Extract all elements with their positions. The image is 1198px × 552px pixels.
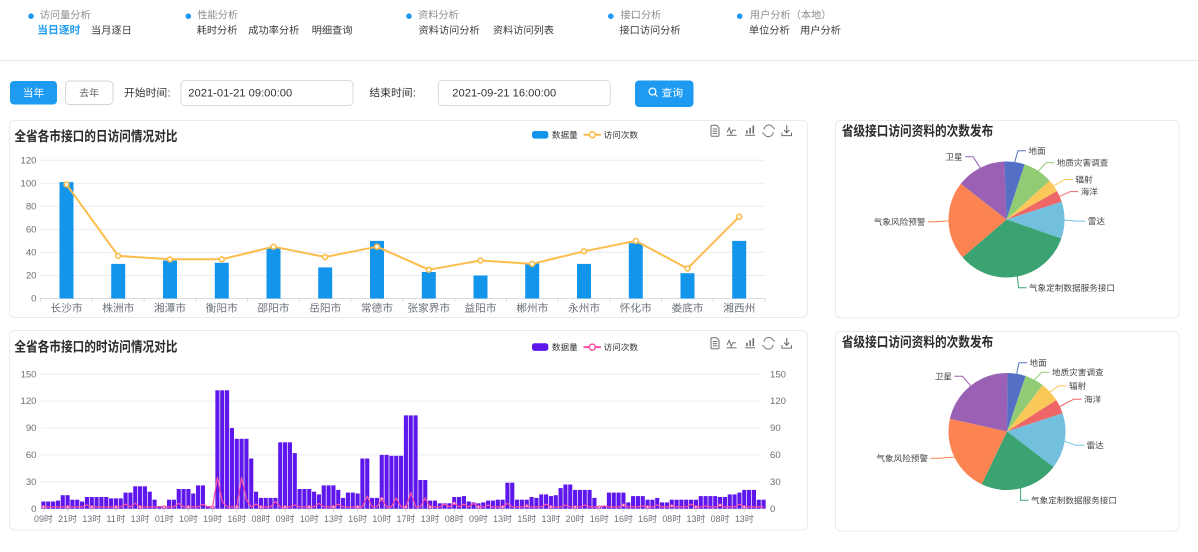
svg-text:90: 90 xyxy=(26,423,37,434)
svg-text:80: 80 xyxy=(26,201,37,212)
svg-text:120: 120 xyxy=(20,155,36,166)
svg-text:11: 11 xyxy=(107,514,116,524)
svg-text:08: 08 xyxy=(662,514,672,524)
svg-text:16: 16 xyxy=(590,514,600,524)
svg-text:150: 150 xyxy=(20,369,36,380)
svg-text:13: 13 xyxy=(493,514,503,524)
svg-text:2021-01-21 09:00:00: 2021-01-21 09:00:00 xyxy=(188,88,292,100)
svg-text:13: 13 xyxy=(421,514,431,524)
svg-text:15: 15 xyxy=(517,514,527,524)
svg-text:150: 150 xyxy=(770,369,786,380)
svg-text:60: 60 xyxy=(770,450,781,461)
svg-text:13: 13 xyxy=(82,514,92,524)
svg-text:08: 08 xyxy=(445,514,455,524)
svg-text:19: 19 xyxy=(203,514,213,524)
svg-text:08: 08 xyxy=(252,514,262,524)
svg-text:09: 09 xyxy=(469,514,479,524)
svg-text:16: 16 xyxy=(638,514,648,524)
svg-text:120: 120 xyxy=(20,396,36,407)
svg-text:09: 09 xyxy=(34,514,44,524)
svg-text:13: 13 xyxy=(542,514,552,524)
svg-text:13: 13 xyxy=(687,514,697,524)
svg-text:20: 20 xyxy=(566,514,576,524)
svg-text:60: 60 xyxy=(26,224,37,235)
svg-text:13: 13 xyxy=(324,514,334,524)
svg-text:40: 40 xyxy=(26,248,37,259)
svg-text:13: 13 xyxy=(131,514,141,524)
svg-text:100: 100 xyxy=(20,178,36,189)
svg-text:17: 17 xyxy=(397,514,407,524)
svg-text:09: 09 xyxy=(276,514,286,524)
svg-text:20: 20 xyxy=(26,271,37,282)
svg-text:13: 13 xyxy=(735,514,745,524)
svg-text:16: 16 xyxy=(227,514,237,524)
svg-text::: : xyxy=(413,88,416,100)
svg-text:16: 16 xyxy=(348,514,358,524)
svg-text:21: 21 xyxy=(58,514,68,524)
svg-text:30: 30 xyxy=(26,477,37,488)
svg-text:60: 60 xyxy=(26,450,37,461)
svg-text:10: 10 xyxy=(372,514,382,524)
svg-text:0: 0 xyxy=(770,504,775,515)
svg-text:10: 10 xyxy=(179,514,189,524)
svg-text::: : xyxy=(168,88,171,100)
svg-text:16: 16 xyxy=(614,514,624,524)
svg-text:120: 120 xyxy=(770,396,786,407)
svg-text:01: 01 xyxy=(155,514,165,524)
svg-text:30: 30 xyxy=(770,477,781,488)
svg-text:0: 0 xyxy=(31,294,36,305)
svg-text:0: 0 xyxy=(31,504,36,515)
svg-text:10: 10 xyxy=(300,514,310,524)
svg-text:2021-09-21 16:00:00: 2021-09-21 16:00:00 xyxy=(452,88,556,100)
svg-text:08: 08 xyxy=(711,514,721,524)
svg-text:90: 90 xyxy=(770,423,781,434)
